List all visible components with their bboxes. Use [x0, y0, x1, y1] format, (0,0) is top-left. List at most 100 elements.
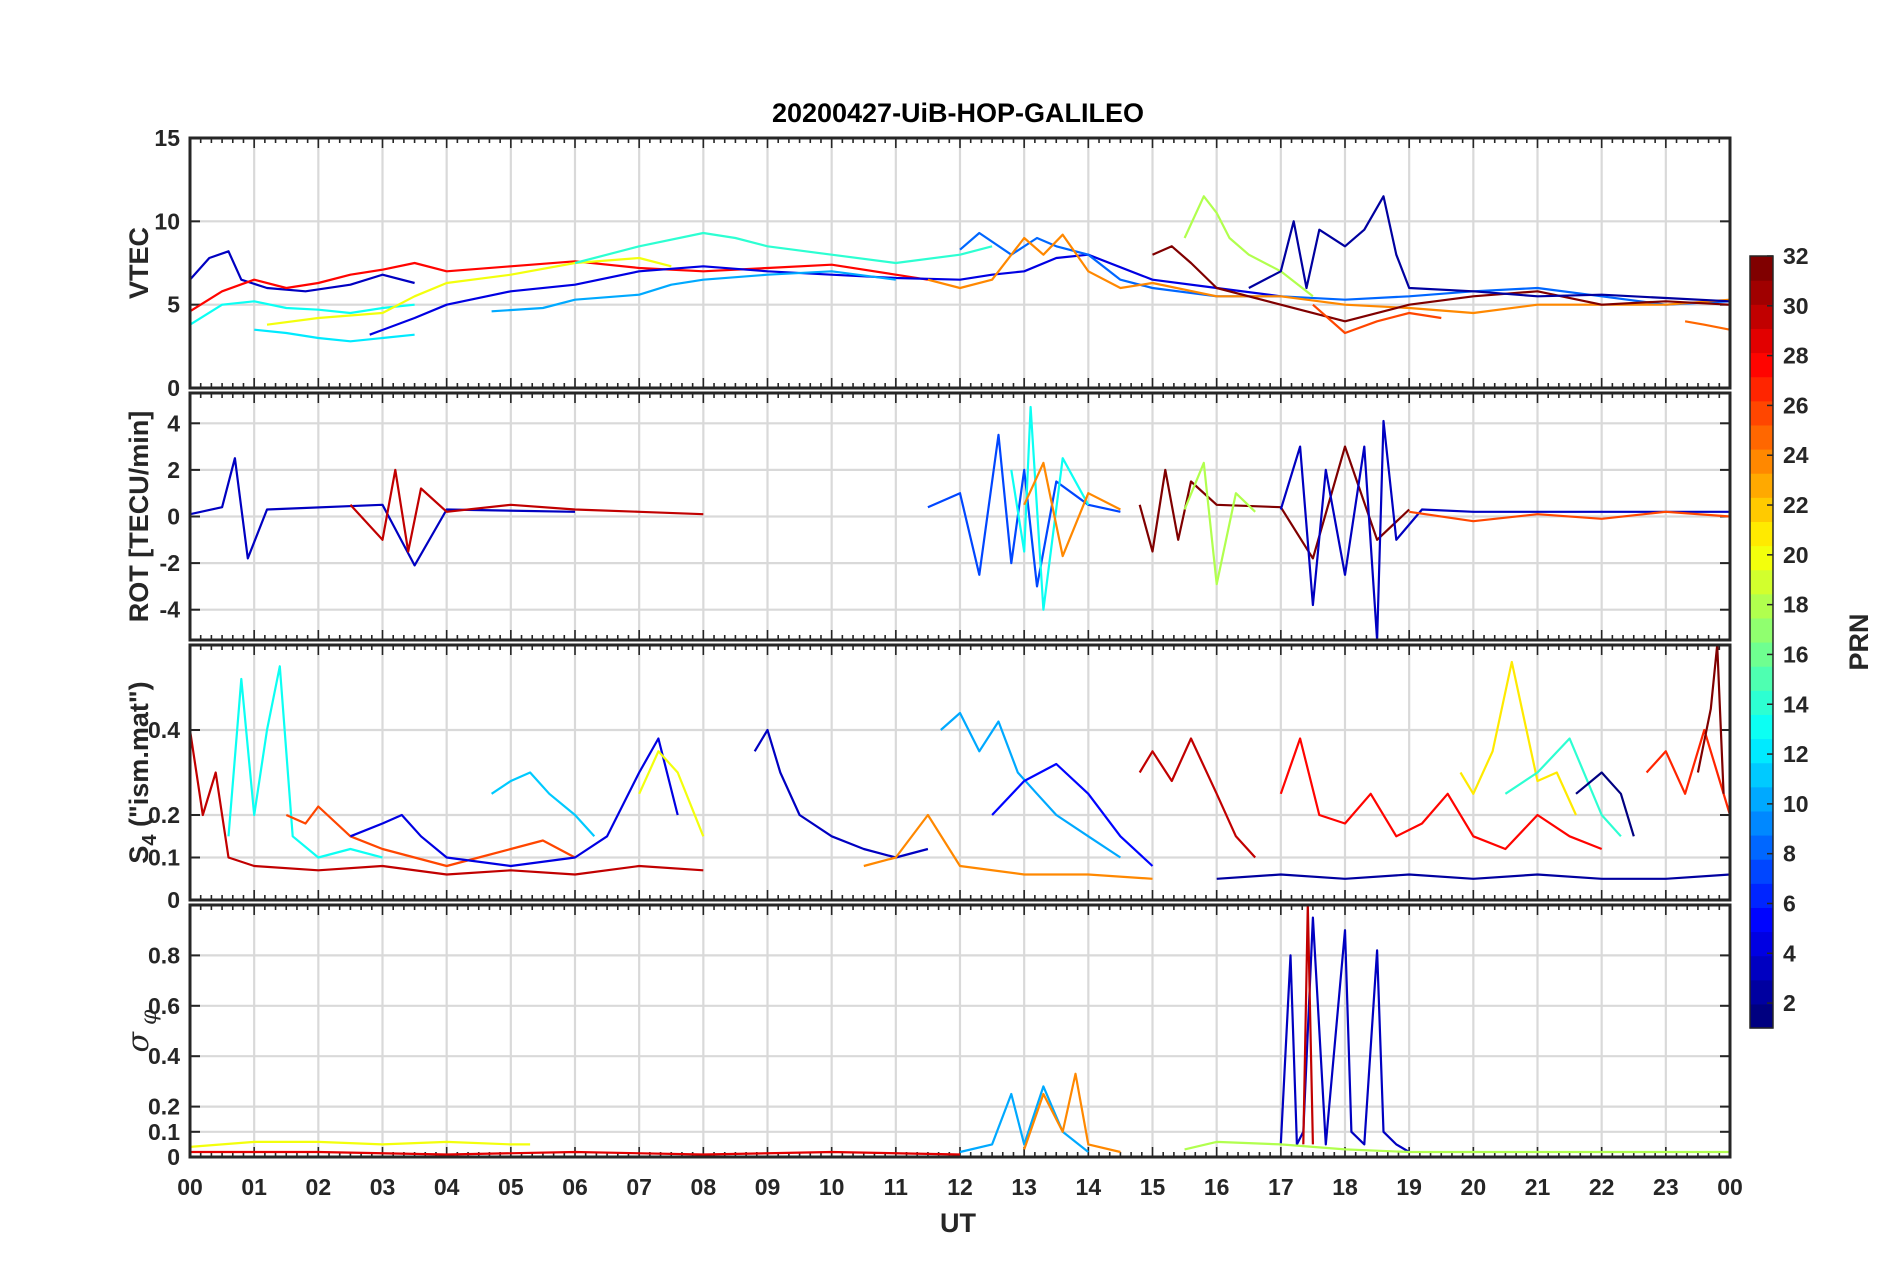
y-tick-label: 0.8	[148, 942, 180, 968]
colorbar-segment	[1750, 1003, 1773, 1029]
y-axis-label: S4 ("ism.mat")	[124, 681, 161, 863]
colorbar-segment	[1750, 979, 1773, 1005]
y-tick-label: 0.4	[148, 717, 180, 743]
x-tick-label: 23	[1653, 1174, 1679, 1200]
colorbar-segment	[1750, 256, 1773, 281]
series-group	[190, 905, 1730, 1156]
x-tick-label: 02	[306, 1174, 332, 1200]
series-line-prn-24	[927, 233, 1730, 315]
y-tick-label: 0	[167, 504, 180, 530]
colorbar-segment	[1750, 714, 1773, 740]
y-tick-label: 4	[167, 410, 180, 436]
y-tick-label: -4	[160, 597, 181, 623]
series-line-prn-14	[1504, 737, 1622, 838]
colorbar-segment	[1750, 762, 1773, 788]
series-line-prn-26	[1409, 510, 1730, 523]
y-tick-label: 0.1	[148, 845, 180, 871]
series-line-prn-30	[190, 729, 704, 876]
series-line-prn-20	[266, 256, 672, 326]
y-tick-label: 0.1	[148, 1119, 180, 1145]
series-group	[190, 405, 1730, 640]
colorbar-segment	[1750, 473, 1773, 498]
colorbar-segment	[1750, 690, 1773, 715]
colorbar-tick-label: 6	[1783, 890, 1796, 916]
series-line-prn-30	[1302, 905, 1314, 1145]
colorbar-segment	[1750, 280, 1773, 305]
series-line-prn-1	[1575, 771, 1635, 837]
x-tick-label: 12	[947, 1174, 973, 1200]
series-line-prn-3	[190, 457, 576, 567]
series-line-prn-18	[1184, 1140, 1730, 1154]
series-line-prn-18	[1183, 461, 1256, 586]
colorbar-tick-label: 22	[1783, 492, 1809, 518]
colorbar-segment	[1750, 569, 1773, 595]
colorbar-segment	[1750, 593, 1773, 619]
y-tick-label: 2	[167, 457, 180, 483]
series-line-prn-24	[863, 813, 1153, 880]
x-tick-label: 00	[1717, 1174, 1743, 1200]
panel-vtec: 0 5 10 15 VTEC	[124, 125, 1732, 401]
x-tick-label: 03	[370, 1174, 396, 1200]
colorbar-frame	[1749, 255, 1774, 1029]
series-line-prn-25	[1684, 320, 1730, 331]
x-tick-label: 13	[1011, 1174, 1037, 1200]
x-tick-label: 16	[1204, 1174, 1230, 1200]
y-axis-label: ROT [TECU/min]	[124, 411, 154, 622]
y-tick-label: 0	[167, 1144, 180, 1170]
series-line-prn-26	[285, 805, 576, 868]
y-tick-label: 0.6	[148, 993, 180, 1019]
y-tick-label: 0.2	[148, 802, 180, 828]
y-tick-label: 0	[167, 375, 180, 401]
colorbar-tick-label: 26	[1783, 392, 1809, 418]
series-line-prn-32	[1696, 645, 1725, 794]
series-line-prn-13	[227, 665, 383, 859]
series-line-prn-3	[1279, 419, 1730, 640]
colorbar-tick-label: 10	[1783, 791, 1809, 817]
colorbar-tick-label: 24	[1783, 442, 1809, 468]
series-line-prn-4	[349, 737, 679, 868]
plot-frame	[188, 391, 1732, 642]
series-line-prn-11	[490, 771, 596, 838]
x-tick-label: 18	[1332, 1174, 1358, 1200]
colorbar-segment	[1750, 883, 1773, 908]
colorbar-segment	[1750, 376, 1773, 402]
y-tick-label: -2	[160, 550, 180, 576]
y-tick-label: 0.2	[148, 1094, 180, 1120]
series-line-prn-2	[1248, 195, 1730, 303]
series-line-prn-20	[638, 750, 705, 837]
series-line-prn-14	[574, 231, 993, 265]
colorbar-segment	[1750, 859, 1773, 884]
x-tick-label: 07	[626, 1174, 652, 1200]
y-tick-label: 10	[154, 208, 180, 234]
y-tick-label: 15	[154, 125, 180, 151]
colorbar-segment	[1750, 835, 1773, 860]
x-tick-label: 14	[1076, 1174, 1102, 1200]
series-line-prn-20	[190, 1140, 531, 1148]
colorbar-tick-label: 18	[1783, 592, 1809, 618]
x-tick-label: 06	[562, 1174, 588, 1200]
colorbar-tick-label: 4	[1783, 940, 1796, 966]
colorbar-segment	[1750, 328, 1773, 354]
series-line-prn-21	[1459, 660, 1578, 816]
series-line-prn-29	[190, 1150, 961, 1156]
x-tick-label: 04	[434, 1174, 460, 1200]
series-line-prn-24	[1023, 461, 1121, 558]
series-line-prn-24	[1023, 1072, 1121, 1154]
plot-frame	[188, 136, 1732, 390]
series-line-prn-32	[1152, 245, 1730, 323]
x-tick-label: 22	[1589, 1174, 1615, 1200]
colorbar-segment	[1750, 907, 1773, 933]
colorbar-segment	[1750, 955, 1773, 981]
x-tick-label: 09	[755, 1174, 781, 1200]
colorbar-segment	[1750, 545, 1773, 571]
colorbar-segment	[1750, 738, 1773, 764]
colorbar-tick-label: 8	[1783, 841, 1796, 867]
colorbar-segment	[1750, 497, 1773, 522]
x-tick-label: 17	[1268, 1174, 1294, 1200]
colorbar-segment	[1750, 424, 1773, 450]
x-tick-label: 19	[1396, 1174, 1422, 1200]
colorbar-segment	[1750, 786, 1773, 812]
series-line-prn-26	[1312, 303, 1442, 335]
panel-sigma: 00.10.2 0.4 0.6 0.8 σ φ 00 01 02 03 04 05 06 07 08 09 1…	[121, 903, 1743, 1200]
x-tick-label: 01	[241, 1174, 267, 1200]
